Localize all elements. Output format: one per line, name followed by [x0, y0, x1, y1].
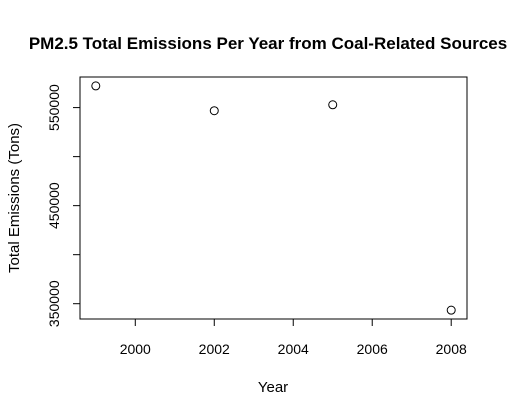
plot-area-frame: [79, 76, 468, 320]
data-point: [209, 106, 219, 116]
chart-title: PM2.5 Total Emissions Per Year from Coal…: [29, 34, 507, 53]
data-point: [328, 100, 338, 110]
data-point: [446, 305, 456, 315]
x-tick-label: 2000: [120, 341, 151, 357]
y-tick-label: 550000: [46, 84, 62, 131]
y-axis: 350000 450000 550000: [46, 84, 81, 327]
x-axis: 2000 2002 2004 2006 2008: [120, 318, 467, 357]
x-axis-label: Year: [258, 379, 288, 396]
y-tick-label: 450000: [46, 182, 62, 229]
data-point: [91, 81, 101, 91]
x-tick-label: 2004: [278, 341, 309, 357]
x-tick-label: 2002: [199, 341, 230, 357]
y-axis-label: Total Emissions (Tons): [6, 123, 23, 273]
data-points: [91, 81, 456, 315]
x-tick-label: 2006: [357, 341, 388, 357]
x-tick-label: 2008: [436, 341, 467, 357]
y-tick-label: 350000: [46, 280, 62, 327]
